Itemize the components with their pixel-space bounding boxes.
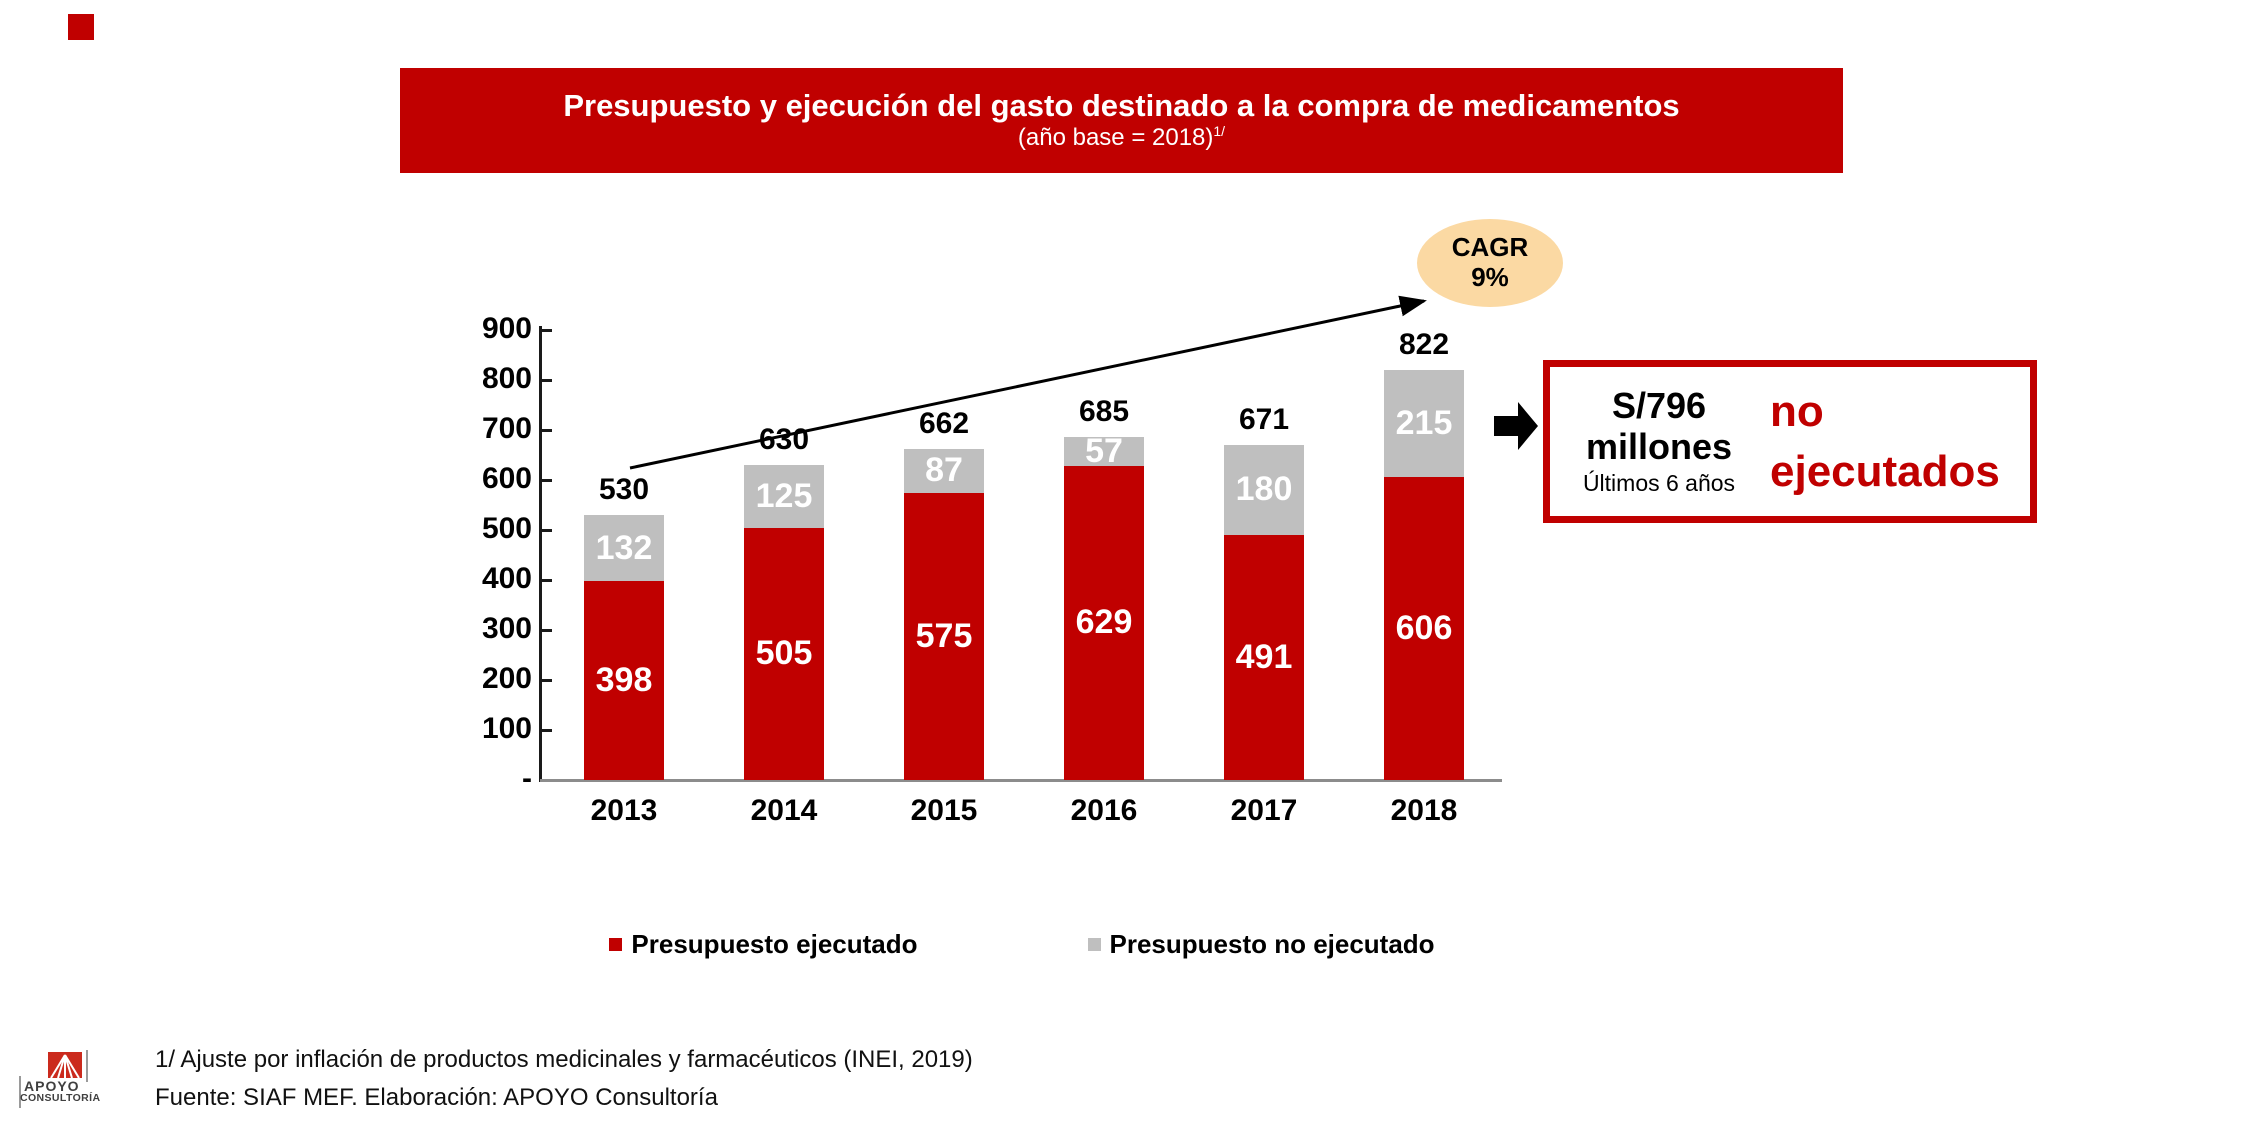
bar-segment-ejecutado-2014: 505 — [744, 527, 824, 780]
title-banner: Presupuesto y ejecución del gasto destin… — [400, 68, 1843, 173]
source-text: Fuente: SIAF MEF. Elaboración: APOYO Con… — [155, 1084, 718, 1111]
bar-value-label: 215 — [1395, 403, 1453, 442]
logo-divider-right — [86, 1050, 88, 1082]
bar-value-label: 125 — [755, 476, 813, 515]
slide-title: Presupuesto y ejecución del gasto destin… — [563, 87, 1680, 123]
y-axis-tick — [542, 679, 552, 682]
y-axis-tick — [542, 429, 552, 432]
y-axis-tick — [542, 729, 552, 732]
bar-value-label: 57 — [1085, 431, 1123, 470]
x-axis-label-2016: 2016 — [1070, 794, 1138, 827]
x-axis-label-2013: 2013 — [590, 794, 658, 827]
bar-segment-no-ejecutado-2014: 125 — [744, 465, 824, 528]
cagr-value: 9% — [1471, 262, 1509, 292]
y-axis-label: - — [522, 762, 532, 795]
highlight-unit: millones — [1585, 425, 1733, 467]
bar-value-label: 180 — [1235, 470, 1293, 508]
x-axis-label-2014: 2014 — [750, 794, 818, 827]
bar-total-label: 822 — [1398, 327, 1450, 361]
bar-segment-no-ejecutado-2018: 215 — [1384, 369, 1464, 477]
y-axis-label: 800 — [481, 362, 532, 395]
bar-segment-no-ejecutado-2013: 132 — [584, 515, 664, 581]
y-axis-tick — [542, 479, 552, 482]
highlight-amount: S/796 — [1611, 385, 1707, 427]
y-axis-tick — [542, 629, 552, 632]
bar-value-label: 505 — [755, 634, 813, 673]
y-axis-tick — [542, 379, 552, 382]
legend-label: Presupuesto no ejecutado — [1109, 928, 1435, 959]
bar-total-label: 685 — [1078, 395, 1130, 428]
bar-segment-ejecutado-2015: 575 — [904, 492, 984, 780]
bar-segment-ejecutado-2017: 491 — [1224, 534, 1304, 780]
highlight-box: S/796 millones Últimos 6 años no ejecuta… — [1543, 360, 2037, 523]
y-axis-label: 200 — [481, 662, 532, 695]
bar-value-label: 606 — [1395, 609, 1453, 647]
legend-label: Presupuesto ejecutado — [631, 928, 918, 959]
bar-value-label: 491 — [1235, 637, 1293, 676]
y-axis-label: 500 — [481, 512, 532, 545]
chart-legend: Presupuesto ejecutado Presupuesto no ejec… — [542, 926, 1502, 962]
bar-value-label: 575 — [915, 616, 973, 655]
y-axis-tick — [542, 529, 552, 532]
logo-text-apoyo: APOYO — [24, 1078, 80, 1094]
bar-segment-ejecutado-2018: 606 — [1384, 477, 1464, 780]
apoyo-logo-icon — [48, 1052, 82, 1078]
bar-segment-no-ejecutado-2017: 180 — [1224, 444, 1304, 535]
legend-swatch-icon — [609, 937, 623, 951]
y-axis-label: 100 — [481, 712, 532, 745]
y-axis-tick — [542, 579, 552, 582]
x-axis-label-2017: 2017 — [1230, 794, 1298, 827]
y-axis-label: 600 — [481, 462, 532, 495]
logo-divider-left — [19, 1076, 21, 1108]
footnote-text: 1/ Ajuste por inflación de productos med… — [155, 1046, 973, 1073]
x-axis-label-2015: 2015 — [910, 794, 978, 827]
bar-total-label: 630 — [758, 423, 810, 456]
y-axis-label: 300 — [481, 612, 532, 645]
block-arrow-icon — [1494, 402, 1538, 450]
bar-value-label: 132 — [595, 528, 653, 567]
highlight-amount-block: S/796 millones Últimos 6 años — [1564, 385, 1754, 497]
y-axis-label: 400 — [481, 562, 532, 595]
logo-text-consultoria: CONSULTORÍA — [20, 1092, 101, 1104]
bar-segment-no-ejecutado-2015: 87 — [904, 449, 984, 493]
cagr-label: CAGR — [1451, 232, 1529, 263]
slide-subtitle: (año base = 2018)1/ — [1017, 123, 1226, 152]
legend-item: Presupuesto no ejecutado — [1087, 928, 1435, 960]
y-axis-line — [539, 326, 542, 782]
y-axis-label: 700 — [481, 412, 532, 445]
slide-corner-marker — [68, 14, 94, 40]
bar-segment-ejecutado-2013: 398 — [584, 581, 664, 780]
cagr-bubble: CAGR 9% — [1417, 219, 1563, 307]
y-axis-tick — [542, 329, 552, 332]
bar-segment-no-ejecutado-2016: 57 — [1064, 432, 1144, 470]
subtitle-footnote-ref: 1/ — [1213, 123, 1226, 140]
x-axis-line — [540, 779, 1502, 782]
bar-value-label: 629 — [1075, 603, 1133, 642]
legend-item: Presupuesto ejecutado — [609, 928, 918, 960]
highlight-period: Últimos 6 años — [1582, 469, 1736, 496]
bar-value-label: 87 — [925, 451, 963, 490]
y-axis-label: 900 — [481, 312, 532, 345]
x-axis-label-2018: 2018 — [1390, 794, 1458, 827]
bar-total-label: 671 — [1238, 402, 1290, 436]
bar-segment-ejecutado-2016: 629 — [1064, 465, 1144, 780]
highlight-message: no ejecutados — [1770, 387, 2000, 496]
bar-value-label: 398 — [595, 661, 653, 699]
legend-swatch-icon — [1087, 937, 1101, 951]
bar-total-label: 530 — [598, 473, 650, 506]
bar-total-label: 662 — [918, 407, 970, 440]
